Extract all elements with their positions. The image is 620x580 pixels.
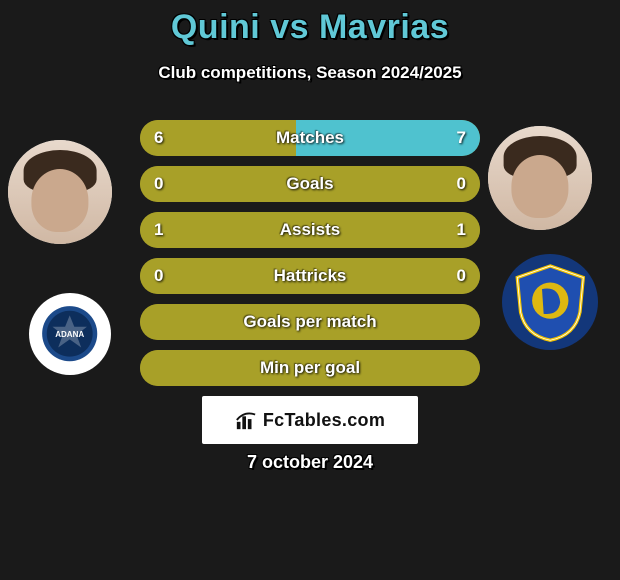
stat-label: Goals per match bbox=[243, 312, 376, 332]
stat-label: Goals bbox=[286, 174, 333, 194]
svg-text:ADANA: ADANA bbox=[56, 330, 85, 339]
title-player-left: Quini bbox=[171, 8, 260, 46]
subtitle: Club competitions, Season 2024/2025 bbox=[0, 63, 620, 83]
stats-column: 6 7 Matches 0 0 Goals 1 1 Assists 0 0 Hattricks Goal… bbox=[140, 120, 480, 396]
stat-row: Goals per match bbox=[140, 304, 480, 340]
player-right-avatar bbox=[488, 126, 592, 230]
stat-row: 1 1 Assists bbox=[140, 212, 480, 248]
stat-value-right: 0 bbox=[457, 174, 466, 194]
title-player-right: Mavrias bbox=[319, 8, 449, 46]
player-left-avatar bbox=[8, 140, 112, 244]
stat-row: 0 0 Goals bbox=[140, 166, 480, 202]
stat-fill-left bbox=[140, 166, 310, 202]
fctables-watermark: FcTables.com bbox=[202, 396, 418, 444]
generated-date: 7 october 2024 bbox=[0, 452, 620, 473]
player-right-club-badge bbox=[502, 254, 598, 350]
stat-row: Min per goal bbox=[140, 350, 480, 386]
club-emblem-icon: ADANA bbox=[41, 305, 98, 362]
face-placeholder-icon bbox=[8, 140, 112, 244]
club-emblem-icon bbox=[509, 261, 592, 344]
stat-value-left: 0 bbox=[154, 266, 163, 286]
stat-value-left: 1 bbox=[154, 220, 163, 240]
stat-row: 6 7 Matches bbox=[140, 120, 480, 156]
page-title: Quini vs Mavrias bbox=[0, 0, 620, 47]
player-left-club-badge: ADANA bbox=[29, 293, 111, 375]
stat-value-right: 1 bbox=[457, 220, 466, 240]
fctables-logo-icon bbox=[235, 409, 257, 431]
face-placeholder-icon bbox=[488, 126, 592, 230]
fctables-label: FcTables.com bbox=[263, 410, 385, 431]
stat-value-left: 0 bbox=[154, 174, 163, 194]
title-vs: vs bbox=[270, 8, 309, 46]
stat-fill-right bbox=[310, 166, 480, 202]
stat-label: Hattricks bbox=[274, 266, 347, 286]
stat-value-left: 6 bbox=[154, 128, 163, 148]
stat-value-right: 0 bbox=[457, 266, 466, 286]
stat-label: Assists bbox=[280, 220, 340, 240]
stat-value-right: 7 bbox=[457, 128, 466, 148]
stat-label: Min per goal bbox=[260, 358, 360, 378]
stat-row: 0 0 Hattricks bbox=[140, 258, 480, 294]
stat-label: Matches bbox=[276, 128, 344, 148]
